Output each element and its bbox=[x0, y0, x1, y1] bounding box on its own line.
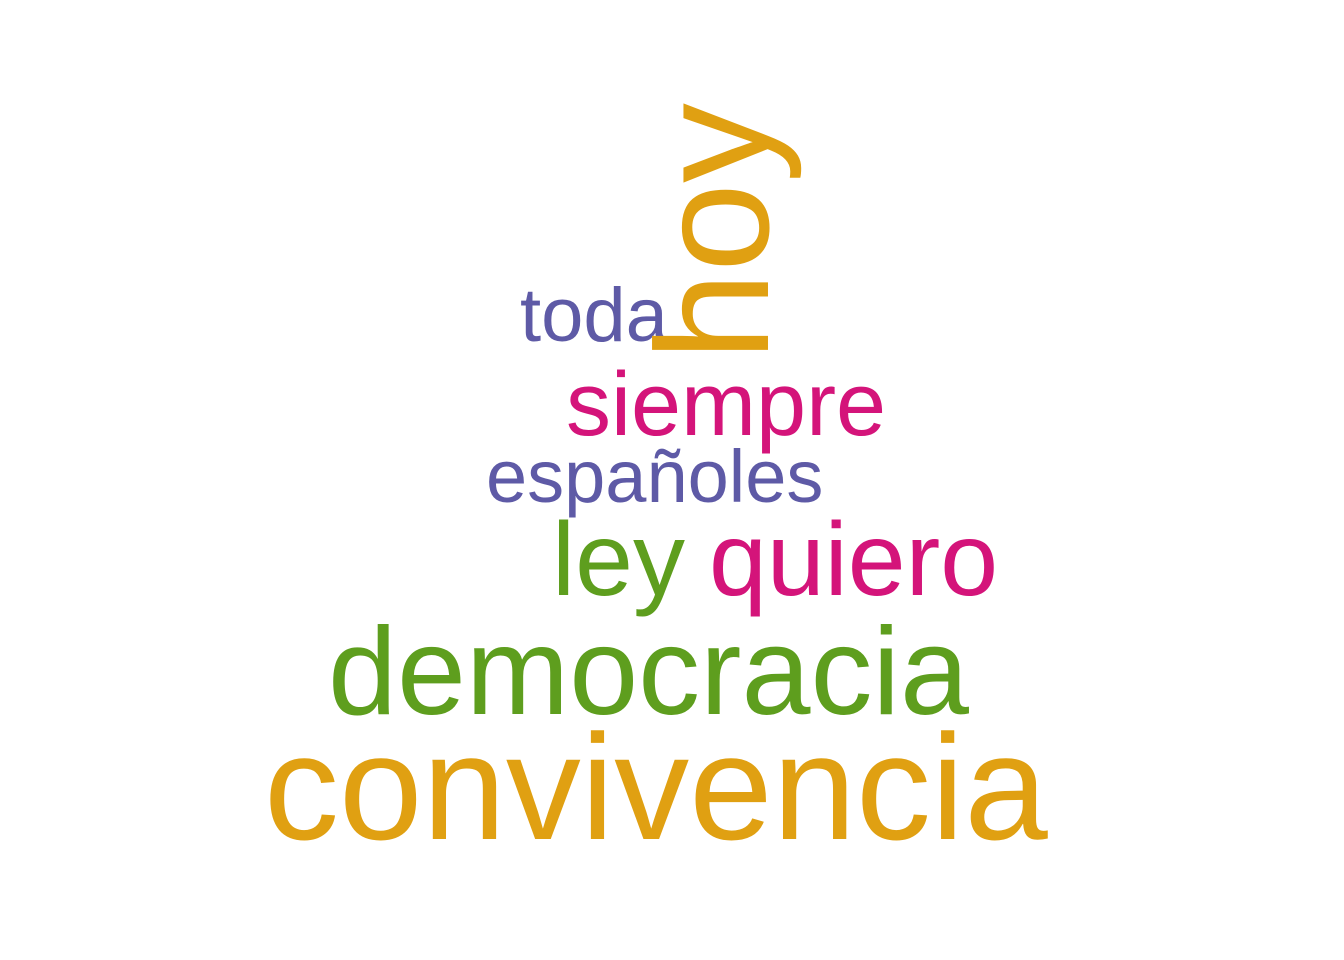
word-siempre: siempre bbox=[566, 355, 887, 455]
word-hoy: hoy bbox=[622, 103, 802, 361]
word-ley: ley bbox=[552, 502, 685, 618]
word-espanoles: españoles bbox=[486, 435, 824, 518]
word-democracia: democracia bbox=[328, 603, 969, 741]
word-toda: toda bbox=[520, 273, 668, 358]
word-quiero: quiero bbox=[709, 502, 999, 618]
word-convivencia: convivencia bbox=[264, 703, 1048, 871]
